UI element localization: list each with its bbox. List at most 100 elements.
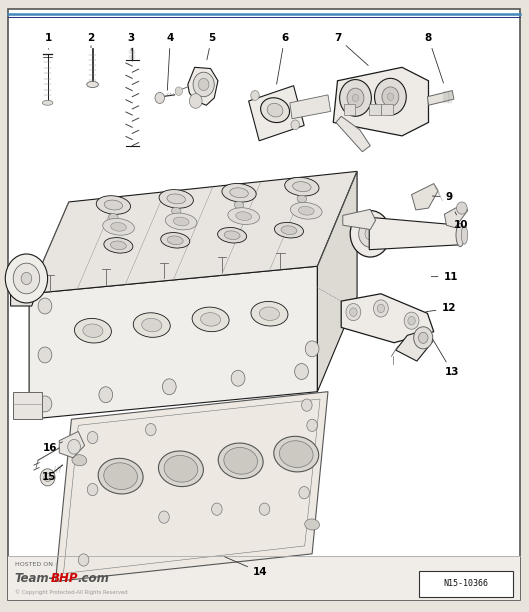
Ellipse shape	[103, 218, 134, 235]
Ellipse shape	[75, 318, 112, 343]
Ellipse shape	[87, 81, 98, 88]
Circle shape	[373, 300, 388, 317]
Ellipse shape	[104, 237, 133, 253]
Ellipse shape	[159, 451, 203, 487]
Ellipse shape	[72, 455, 87, 466]
Ellipse shape	[456, 223, 464, 247]
Circle shape	[38, 298, 52, 314]
Ellipse shape	[104, 463, 138, 490]
Ellipse shape	[224, 231, 240, 239]
Ellipse shape	[108, 214, 118, 221]
Text: 11: 11	[431, 272, 458, 282]
Ellipse shape	[96, 196, 131, 214]
Circle shape	[159, 511, 169, 523]
Text: 4: 4	[167, 33, 174, 90]
Circle shape	[231, 370, 245, 386]
Circle shape	[414, 327, 433, 349]
Text: N15-10366: N15-10366	[443, 580, 489, 588]
Polygon shape	[369, 217, 460, 250]
Ellipse shape	[98, 458, 143, 494]
Circle shape	[418, 332, 428, 343]
Circle shape	[38, 347, 52, 363]
Ellipse shape	[164, 455, 198, 482]
Polygon shape	[412, 184, 438, 210]
Circle shape	[193, 72, 214, 97]
Circle shape	[13, 263, 40, 294]
Polygon shape	[11, 257, 40, 306]
Ellipse shape	[218, 443, 263, 479]
Circle shape	[198, 78, 209, 91]
Polygon shape	[29, 171, 357, 294]
Circle shape	[359, 220, 382, 247]
Polygon shape	[56, 392, 328, 581]
Ellipse shape	[228, 207, 260, 225]
Text: BHP: BHP	[50, 572, 78, 586]
FancyBboxPatch shape	[419, 571, 513, 597]
Ellipse shape	[171, 207, 181, 215]
Circle shape	[87, 483, 98, 496]
Circle shape	[99, 387, 113, 403]
Text: 6: 6	[277, 33, 288, 84]
Text: © Copyright Protected-All Rights Reserved: © Copyright Protected-All Rights Reserve…	[15, 589, 127, 595]
Polygon shape	[290, 95, 331, 119]
Text: 2: 2	[87, 33, 95, 48]
Circle shape	[40, 469, 55, 486]
Polygon shape	[343, 209, 376, 230]
Ellipse shape	[285, 177, 319, 196]
Ellipse shape	[261, 98, 289, 122]
Ellipse shape	[279, 441, 313, 468]
Bar	[381, 104, 393, 115]
Circle shape	[155, 92, 165, 103]
Circle shape	[382, 87, 399, 106]
Ellipse shape	[274, 436, 318, 472]
Bar	[344, 104, 355, 115]
Text: 9: 9	[432, 192, 452, 202]
Circle shape	[38, 396, 52, 412]
Polygon shape	[341, 294, 434, 343]
Text: 7: 7	[334, 33, 368, 65]
Circle shape	[87, 431, 98, 444]
Text: 8: 8	[425, 33, 443, 83]
Text: 14: 14	[225, 557, 268, 577]
Polygon shape	[427, 91, 454, 105]
Polygon shape	[249, 86, 304, 141]
Ellipse shape	[224, 447, 258, 474]
Circle shape	[350, 308, 357, 316]
Circle shape	[175, 87, 183, 95]
Ellipse shape	[111, 241, 126, 250]
Circle shape	[408, 316, 415, 325]
Circle shape	[377, 304, 385, 313]
Ellipse shape	[217, 228, 247, 243]
Text: 16: 16	[43, 442, 62, 453]
Circle shape	[291, 120, 299, 130]
Ellipse shape	[167, 236, 183, 245]
Text: 10: 10	[454, 212, 469, 230]
Ellipse shape	[200, 313, 221, 326]
Ellipse shape	[142, 318, 162, 332]
Ellipse shape	[165, 213, 197, 230]
Circle shape	[457, 202, 467, 214]
Circle shape	[259, 503, 270, 515]
Polygon shape	[336, 116, 370, 152]
Ellipse shape	[281, 226, 297, 234]
Bar	[13, 392, 42, 419]
Circle shape	[295, 364, 308, 379]
Ellipse shape	[267, 103, 283, 117]
Circle shape	[346, 304, 361, 321]
Polygon shape	[317, 171, 357, 392]
Ellipse shape	[104, 200, 123, 210]
Ellipse shape	[297, 195, 307, 203]
Ellipse shape	[111, 223, 126, 231]
Circle shape	[21, 272, 32, 285]
Circle shape	[404, 312, 419, 329]
Circle shape	[305, 341, 319, 357]
Polygon shape	[188, 67, 218, 105]
Circle shape	[189, 94, 202, 108]
Polygon shape	[396, 330, 433, 361]
Text: 13: 13	[433, 339, 460, 377]
Circle shape	[44, 473, 51, 482]
Ellipse shape	[161, 233, 190, 248]
Circle shape	[68, 439, 80, 454]
Circle shape	[307, 419, 317, 431]
Ellipse shape	[230, 188, 248, 198]
